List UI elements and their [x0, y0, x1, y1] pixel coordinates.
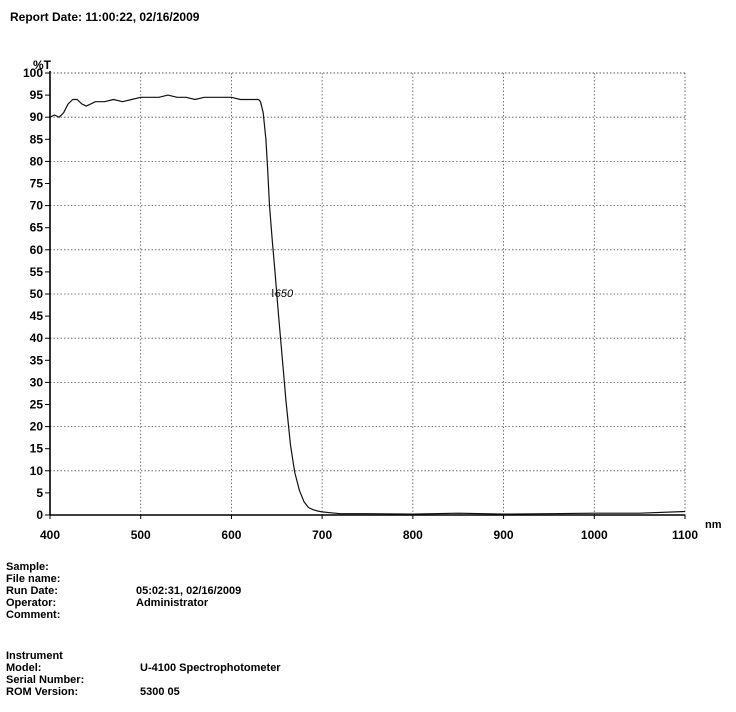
grid-lines	[50, 72, 685, 515]
x-tick-label-500: 500	[131, 528, 151, 542]
y-tick-label-45: 45	[30, 309, 44, 323]
info-label: ROM Version:	[6, 686, 79, 698]
y-tick-label-40: 40	[30, 331, 44, 345]
info-value: 5300 05	[140, 686, 180, 698]
info-value: Administrator	[136, 597, 209, 609]
y-tick-label-55: 55	[30, 265, 44, 279]
data-series: 650	[49, 94, 686, 515]
x-ticks: 400 500 600 700 800 900 1000 1100	[40, 515, 698, 542]
y-tick-label-50: 50	[30, 287, 44, 301]
y-tick-label-65: 65	[30, 221, 44, 235]
report-date: Report Date: 11:00:22, 02/16/2009	[10, 10, 200, 24]
plot-frame	[49, 71, 686, 516]
y-tick-label-15: 15	[30, 442, 44, 456]
info-label: File name:	[6, 573, 61, 585]
info-label: Instrument	[6, 650, 63, 662]
y-tick-label-100: 100	[23, 66, 43, 80]
y-tick-label-90: 90	[30, 110, 44, 124]
y-tick-label-75: 75	[30, 177, 44, 191]
y-tick-label-5: 5	[36, 486, 43, 500]
info-label: Comment:	[6, 609, 61, 621]
y-tick-label-95: 95	[30, 88, 44, 102]
y-tick-label-0: 0	[36, 508, 43, 522]
info-label: Sample:	[6, 561, 49, 573]
y-axis-label: %T	[33, 58, 52, 72]
y-tick-label-35: 35	[30, 353, 44, 367]
y-tick-label-60: 60	[30, 243, 44, 257]
y-tick-label-85: 85	[30, 132, 44, 146]
info-label: Run Date:	[6, 585, 58, 597]
x-tick-label-600: 600	[221, 528, 241, 542]
annotation-650: 650	[275, 288, 294, 300]
info-value: U-4100 Spectrophotometer	[140, 662, 281, 674]
y-tick-label-10: 10	[30, 464, 44, 478]
y-tick-label-25: 25	[30, 398, 44, 412]
x-axis-label: nm	[705, 519, 722, 531]
x-tick-label-700: 700	[312, 528, 332, 542]
x-tick-label-800: 800	[403, 528, 423, 542]
x-tick-label-400: 400	[40, 528, 60, 542]
x-tick-label-1000: 1000	[581, 528, 608, 542]
info-value: 05:02:31, 02/16/2009	[136, 585, 242, 597]
transmittance-line-0	[49, 94, 686, 515]
y-tick-label-70: 70	[30, 199, 44, 213]
y-ticks: 0 5 10 15 20 25 30 35 40 45 50 55 60 65 70 75 80 85 90 95 10…	[23, 66, 50, 522]
info-label: Serial Number:	[6, 674, 85, 686]
x-tick-label-1100: 1100	[672, 528, 698, 542]
y-tick-label-80: 80	[30, 154, 44, 168]
y-tick-label-30: 30	[30, 375, 44, 389]
y-tick-label-20: 20	[30, 420, 44, 434]
info-label: Operator:	[6, 597, 57, 609]
info-label: Model:	[6, 662, 42, 674]
x-tick-label-900: 900	[494, 528, 514, 542]
